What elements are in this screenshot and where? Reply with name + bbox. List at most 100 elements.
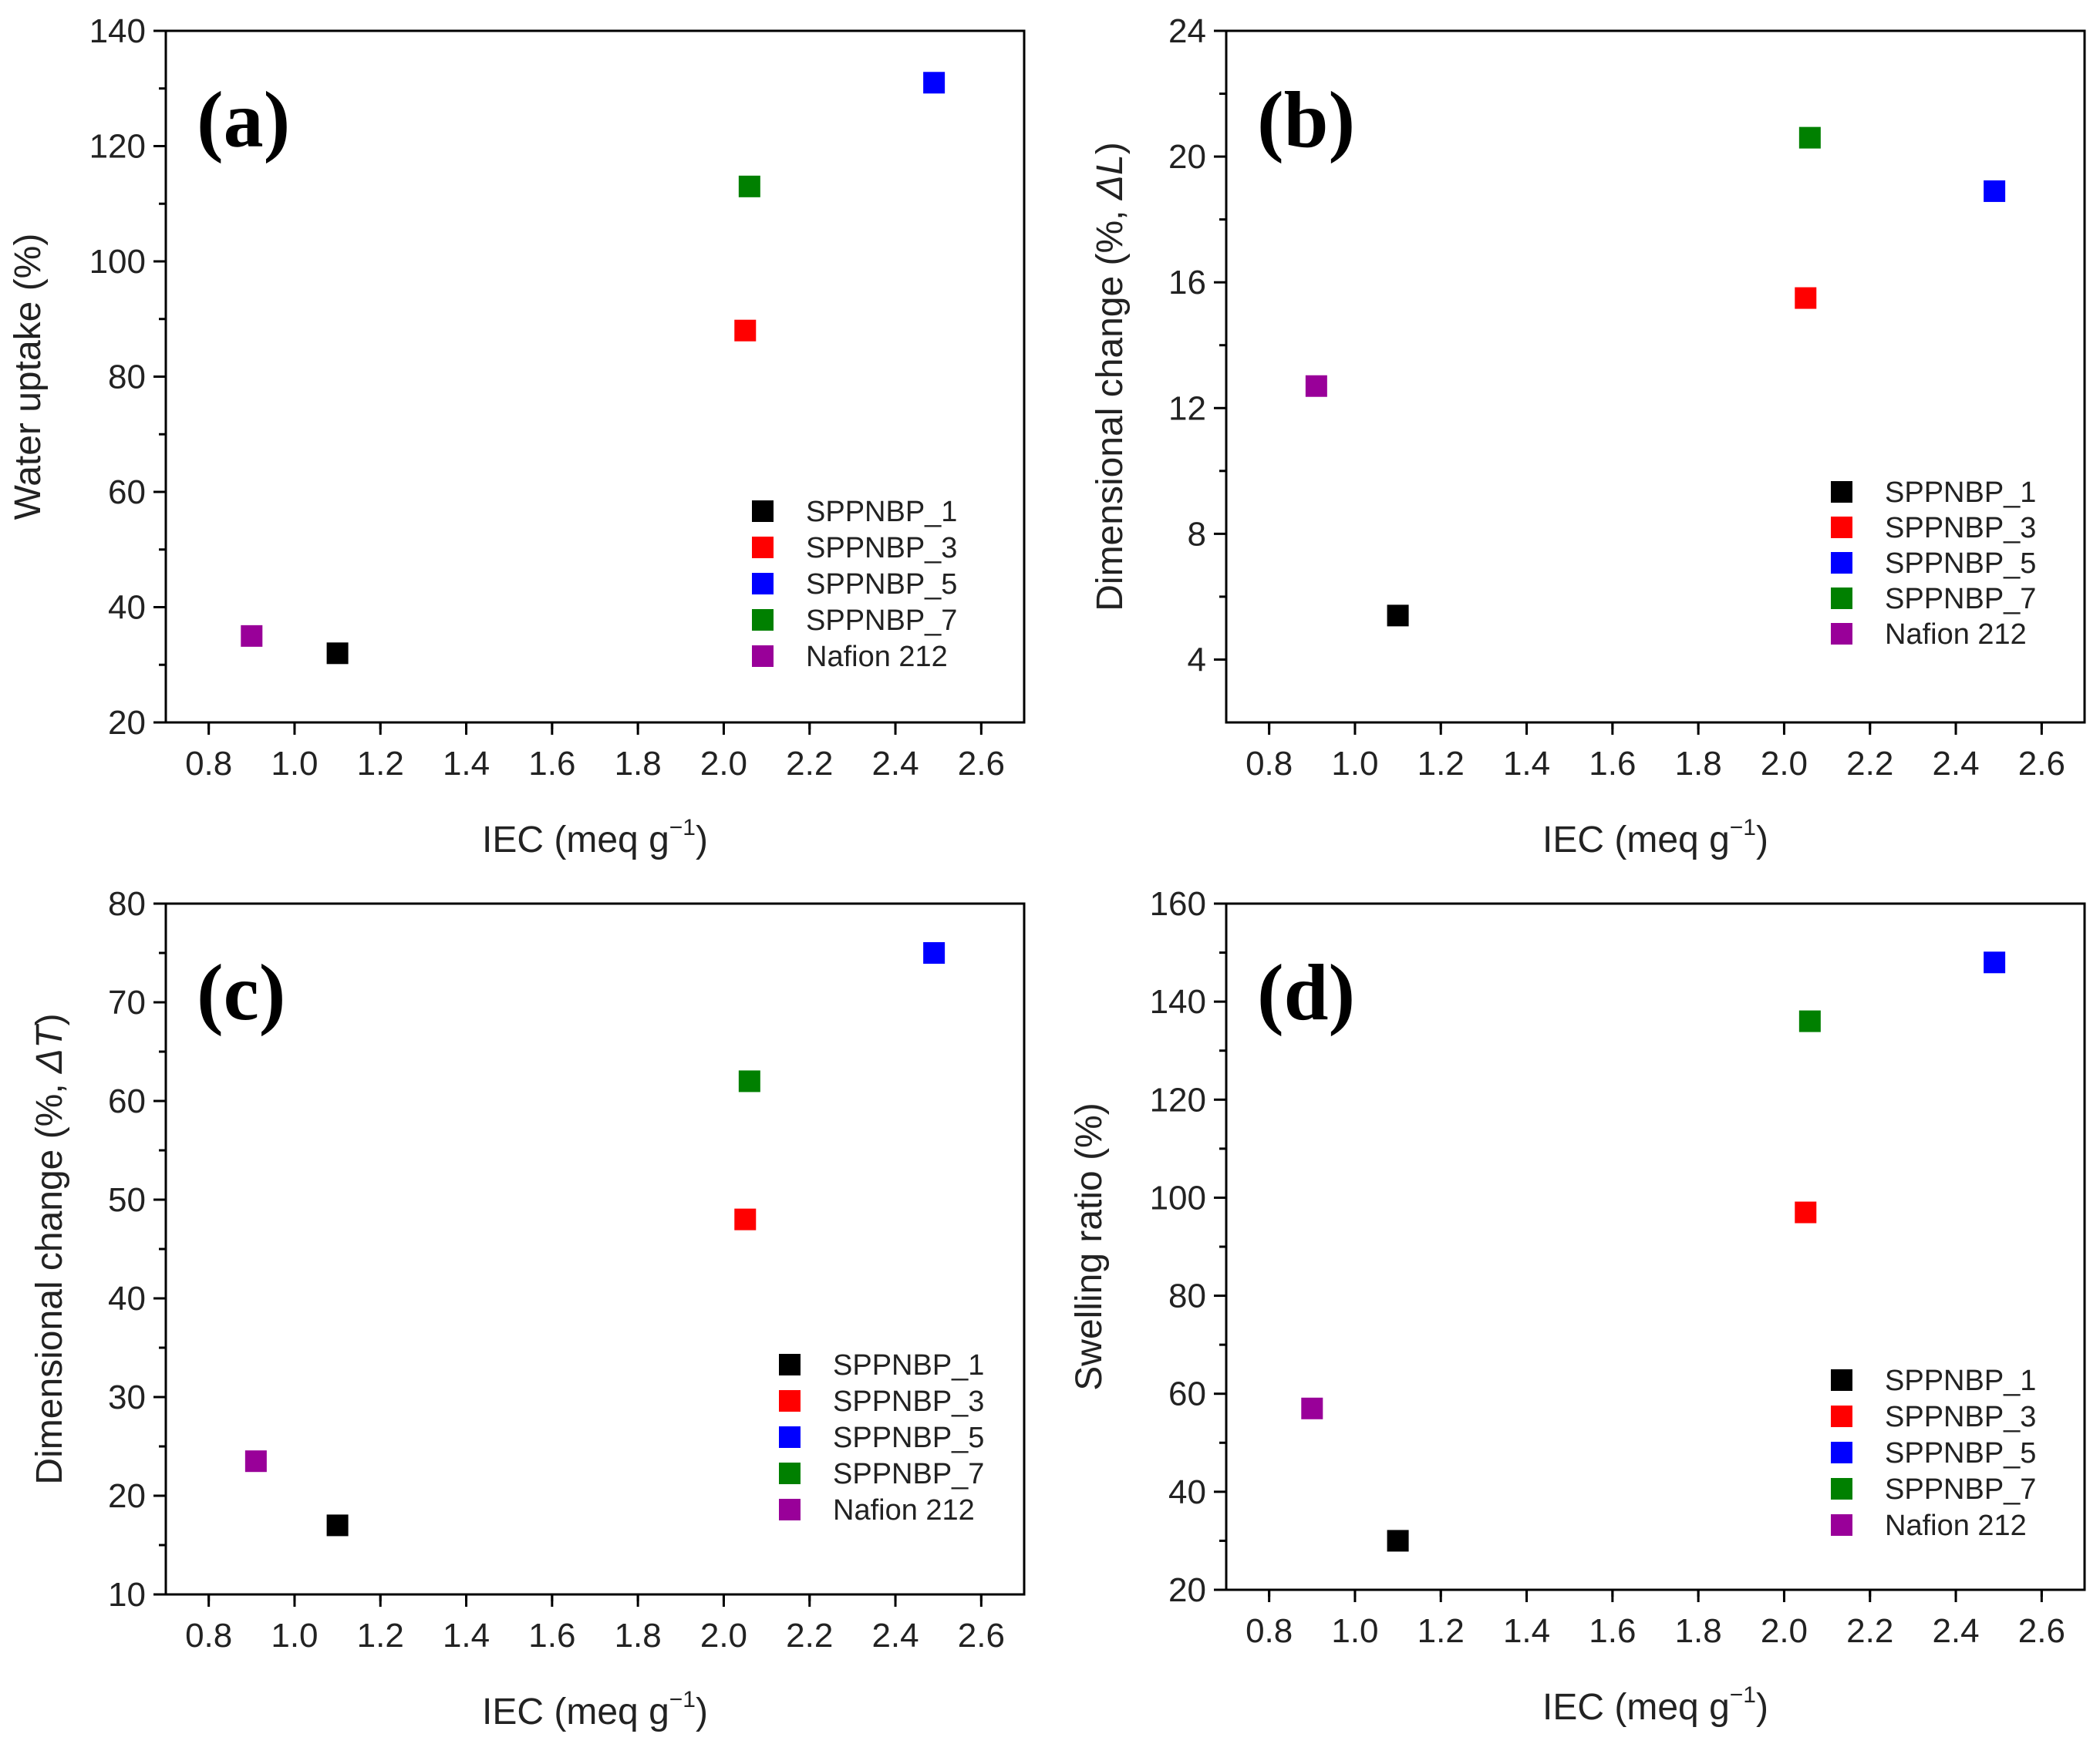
x-tick-label-a: 2.6 (958, 745, 1005, 783)
y-tick-label-b: 8 (1188, 515, 1206, 553)
x-tick-label-b: 1.8 (1675, 745, 1722, 783)
x-tick-label-d: 1.2 (1417, 1612, 1465, 1650)
legend-label: Nafion 212 (1885, 1510, 2027, 1542)
y-tick-label-d: 20 (1168, 1571, 1206, 1609)
legend-label: SPPNBP_5 (1885, 1437, 2036, 1470)
x-tick-label-a: 1.6 (528, 745, 575, 783)
x-tick-label-a: 1.0 (271, 745, 318, 783)
y-axis-label-b: Dimensional change (%, ΔL) (1090, 142, 1131, 611)
legend-marker (1831, 552, 1852, 574)
data-point-a-nafion-212 (241, 625, 263, 647)
y-tick-label-d: 140 (1150, 983, 1206, 1021)
data-point-c-sppnbp-5 (923, 942, 946, 964)
data-point-d-nafion-212 (1301, 1397, 1323, 1419)
legend-label: Nafion 212 (806, 641, 948, 673)
legend-marker (779, 1426, 801, 1448)
legend-label: SPPNBP_3 (806, 532, 957, 564)
y-tick-label-d: 40 (1168, 1473, 1206, 1511)
y-tick-label-b: 16 (1168, 264, 1206, 301)
x-tick-label-d: 2.6 (2018, 1612, 2065, 1650)
x-tick-label-a: 1.4 (443, 745, 490, 783)
data-point-d-sppnbp-3 (1795, 1201, 1817, 1224)
x-tick-label-b: 2.0 (1761, 745, 1808, 783)
data-point-a-sppnbp-5 (923, 72, 946, 94)
legend-marker (1831, 588, 1852, 609)
data-point-c-sppnbp-7 (738, 1070, 760, 1093)
legend-marker (1831, 1442, 1852, 1463)
legend-label: Nafion 212 (1885, 618, 2027, 651)
data-point-c-sppnbp-3 (734, 1208, 757, 1231)
x-tick-label-c: 1.6 (528, 1617, 575, 1655)
y-tick-label-a: 20 (108, 704, 146, 742)
legend-marker (1831, 1514, 1852, 1536)
data-point-b-nafion-212 (1305, 375, 1327, 397)
legend-label: SPPNBP_7 (1885, 1473, 2036, 1506)
x-tick-label-d: 0.8 (1246, 1612, 1293, 1650)
y-axis-label-a: Water uptake (%) (8, 234, 49, 520)
y-tick-label-c: 70 (108, 984, 146, 1022)
legend-label: SPPNBP_3 (1885, 1401, 2036, 1433)
legend-marker (779, 1390, 801, 1412)
y-tick-label-c: 50 (108, 1181, 146, 1219)
y-tick-label-a: 100 (89, 243, 146, 281)
legend-label: SPPNBP_1 (806, 496, 957, 528)
y-tick-label-b: 12 (1168, 389, 1206, 427)
chart-panel-b: 0.8 1.0 1.2 1.4 1.6 1.8 2.0 2.2 2.4 2.6 4 8 12 16 20 24… (1090, 12, 2086, 860)
plot-frame-b (1225, 29, 2086, 724)
x-tick-label-b: 1.0 (1331, 745, 1378, 783)
legend-marker (1831, 623, 1852, 645)
x-tick-label-d: 1.6 (1589, 1612, 1636, 1650)
data-point-d-sppnbp-5 (1984, 951, 2006, 974)
data-point-a-sppnbp-7 (738, 175, 760, 197)
legend-marker (752, 573, 774, 594)
y-axis-label-d: Swelling ratio (%) (1069, 1103, 1110, 1390)
legend-marker (1831, 1478, 1852, 1500)
x-tick-label-a: 1.8 (615, 745, 662, 783)
y-tick-label-a: 120 (89, 128, 146, 166)
x-axis-label-c: IEC (meq g−1) (482, 1687, 708, 1732)
x-tick-label-d: 2.2 (1846, 1612, 1893, 1650)
data-point-c-nafion-212 (244, 1450, 267, 1473)
data-point-a-sppnbp-1 (326, 642, 349, 665)
legend-marker (1831, 517, 1852, 538)
legend-marker (752, 645, 774, 667)
data-point-b-sppnbp-5 (1984, 180, 2006, 202)
x-axis-label-b: IEC (meq g−1) (1542, 815, 1768, 860)
y-tick-label-a: 80 (108, 359, 146, 396)
y-tick-label-a: 140 (89, 12, 146, 50)
legend-label: SPPNBP_3 (1885, 512, 2036, 544)
legend-marker (779, 1499, 801, 1520)
data-point-a-sppnbp-3 (734, 319, 757, 342)
x-tick-label-d: 2.0 (1761, 1612, 1808, 1650)
x-tick-label-c: 1.2 (357, 1617, 404, 1655)
y-tick-label-c: 10 (108, 1576, 146, 1614)
legend-label: SPPNBP_5 (806, 568, 957, 601)
x-tick-label-b: 1.2 (1417, 745, 1465, 783)
legend-label: SPPNBP_5 (833, 1422, 984, 1454)
y-tick-label-d: 80 (1168, 1278, 1206, 1315)
legend-marker (1831, 481, 1852, 503)
y-tick-label-d: 100 (1150, 1179, 1206, 1217)
legend-label: SPPNBP_7 (833, 1458, 984, 1490)
legend-marker (752, 500, 774, 522)
chart-panel-d: 0.8 1.0 1.2 1.4 1.6 1.8 2.0 2.2 2.4 2.6 20 40 60 80 10… (1069, 885, 2086, 1728)
legend-label: SPPNBP_5 (1885, 547, 2036, 580)
x-tick-label-b: 0.8 (1246, 745, 1293, 783)
y-tick-label-a: 60 (108, 473, 146, 511)
y-tick-label-c: 30 (108, 1379, 146, 1416)
x-tick-label-c: 2.2 (786, 1617, 833, 1655)
x-axis-label-a: IEC (meq g−1) (482, 815, 708, 860)
data-point-b-sppnbp-1 (1387, 604, 1409, 627)
x-tick-label-b: 2.6 (2018, 745, 2065, 783)
x-tick-label-d: 1.8 (1675, 1612, 1722, 1650)
legend-label: SPPNBP_1 (1885, 1365, 2036, 1397)
x-tick-label-c: 0.8 (185, 1617, 232, 1655)
x-tick-label-b: 2.2 (1846, 745, 1893, 783)
y-tick-label-b: 24 (1168, 12, 1206, 50)
x-tick-label-c: 2.4 (871, 1617, 919, 1655)
legend-label: Nafion 212 (833, 1494, 975, 1527)
x-tick-label-a: 2.4 (871, 745, 919, 783)
legend-marker (752, 537, 774, 558)
